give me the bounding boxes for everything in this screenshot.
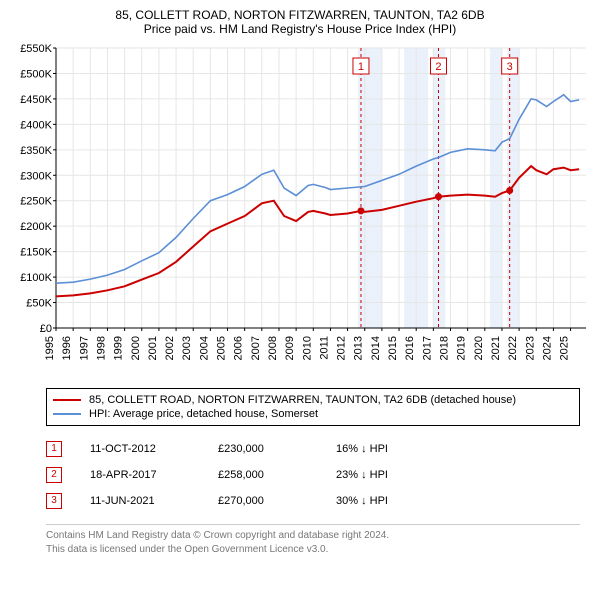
- legend-row: 85, COLLETT ROAD, NORTON FITZWARREN, TAU…: [53, 393, 573, 407]
- svg-text:£150K: £150K: [20, 247, 52, 259]
- svg-text:£50K: £50K: [26, 298, 52, 310]
- svg-text:2005: 2005: [216, 336, 228, 360]
- svg-text:1995: 1995: [44, 336, 56, 360]
- svg-text:2000: 2000: [130, 336, 142, 360]
- svg-text:£500K: £500K: [20, 68, 52, 80]
- svg-text:£450K: £450K: [20, 94, 52, 106]
- svg-text:2006: 2006: [233, 336, 245, 360]
- svg-text:1996: 1996: [61, 336, 73, 360]
- svg-text:2011: 2011: [318, 336, 330, 360]
- sale-price: £230,000: [218, 443, 308, 455]
- svg-text:£100K: £100K: [20, 272, 52, 284]
- svg-text:2020: 2020: [473, 336, 485, 360]
- footnote-line-2: This data is licensed under the Open Gov…: [46, 543, 580, 557]
- svg-text:2002: 2002: [164, 336, 176, 360]
- sale-date: 18-APR-2017: [90, 469, 190, 481]
- sale-marker-box: 2: [46, 467, 62, 483]
- svg-text:2021: 2021: [490, 336, 502, 360]
- legend-row: HPI: Average price, detached house, Some…: [53, 407, 573, 421]
- sales-row: 1 11-OCT-2012 £230,000 16% ↓ HPI: [46, 436, 580, 462]
- sale-diff: 30% ↓ HPI: [336, 495, 436, 507]
- svg-text:2025: 2025: [559, 336, 571, 360]
- price-chart: £0 £50K £100K £150K £200K £250K £300K £350K £400…: [10, 42, 590, 382]
- svg-text:2009: 2009: [284, 336, 296, 360]
- svg-text:2022: 2022: [507, 336, 519, 360]
- svg-text:£250K: £250K: [20, 196, 52, 208]
- svg-text:2018: 2018: [438, 336, 450, 360]
- svg-text:2015: 2015: [387, 336, 399, 360]
- legend: 85, COLLETT ROAD, NORTON FITZWARREN, TAU…: [46, 388, 580, 426]
- sale-date: 11-JUN-2021: [90, 495, 190, 507]
- svg-text:2008: 2008: [267, 336, 279, 360]
- svg-text:2001: 2001: [147, 336, 159, 360]
- svg-text:2013: 2013: [353, 336, 365, 360]
- svg-text:2017: 2017: [421, 336, 433, 360]
- svg-text:£200K: £200K: [20, 221, 52, 233]
- svg-text:2010: 2010: [301, 336, 313, 360]
- title-line-1: 85, COLLETT ROAD, NORTON FITZWARREN, TAU…: [10, 8, 590, 22]
- svg-text:2014: 2014: [370, 336, 382, 360]
- svg-text:2007: 2007: [250, 336, 262, 360]
- svg-text:3: 3: [507, 61, 513, 73]
- sales-row: 2 18-APR-2017 £258,000 23% ↓ HPI: [46, 462, 580, 488]
- svg-text:£400K: £400K: [20, 119, 52, 131]
- svg-text:2: 2: [435, 61, 441, 73]
- sales-table: 1 11-OCT-2012 £230,000 16% ↓ HPI 2 18-APR-201…: [46, 436, 580, 514]
- title-line-2: Price paid vs. HM Land Registry's House …: [10, 22, 590, 36]
- svg-text:2004: 2004: [198, 336, 210, 360]
- svg-text:1997: 1997: [78, 336, 90, 360]
- sales-row: 3 11-JUN-2021 £270,000 30% ↓ HPI: [46, 488, 580, 514]
- sale-marker-box: 1: [46, 441, 62, 457]
- svg-text:1998: 1998: [95, 336, 107, 360]
- svg-text:£550K: £550K: [20, 43, 52, 55]
- svg-text:2024: 2024: [541, 336, 553, 360]
- svg-text:2023: 2023: [524, 336, 536, 360]
- svg-text:2016: 2016: [404, 336, 416, 360]
- svg-text:£0: £0: [40, 323, 52, 335]
- svg-text:£300K: £300K: [20, 170, 52, 182]
- sale-date: 11-OCT-2012: [90, 443, 190, 455]
- svg-text:2019: 2019: [456, 336, 468, 360]
- legend-label: 85, COLLETT ROAD, NORTON FITZWARREN, TAU…: [89, 394, 516, 406]
- footnote: Contains HM Land Registry data © Crown c…: [46, 524, 580, 557]
- sale-diff: 23% ↓ HPI: [336, 469, 436, 481]
- svg-text:£350K: £350K: [20, 145, 52, 157]
- legend-swatch: [53, 413, 81, 415]
- legend-label: HPI: Average price, detached house, Some…: [89, 408, 318, 420]
- footnote-line-1: Contains HM Land Registry data © Crown c…: [46, 529, 580, 543]
- svg-text:1999: 1999: [113, 336, 125, 360]
- sale-diff: 16% ↓ HPI: [336, 443, 436, 455]
- svg-text:2003: 2003: [181, 336, 193, 360]
- svg-text:2012: 2012: [336, 336, 348, 360]
- svg-text:1: 1: [358, 61, 364, 73]
- sale-price: £270,000: [218, 495, 308, 507]
- sale-marker-box: 3: [46, 493, 62, 509]
- legend-swatch: [53, 399, 81, 401]
- sale-price: £258,000: [218, 469, 308, 481]
